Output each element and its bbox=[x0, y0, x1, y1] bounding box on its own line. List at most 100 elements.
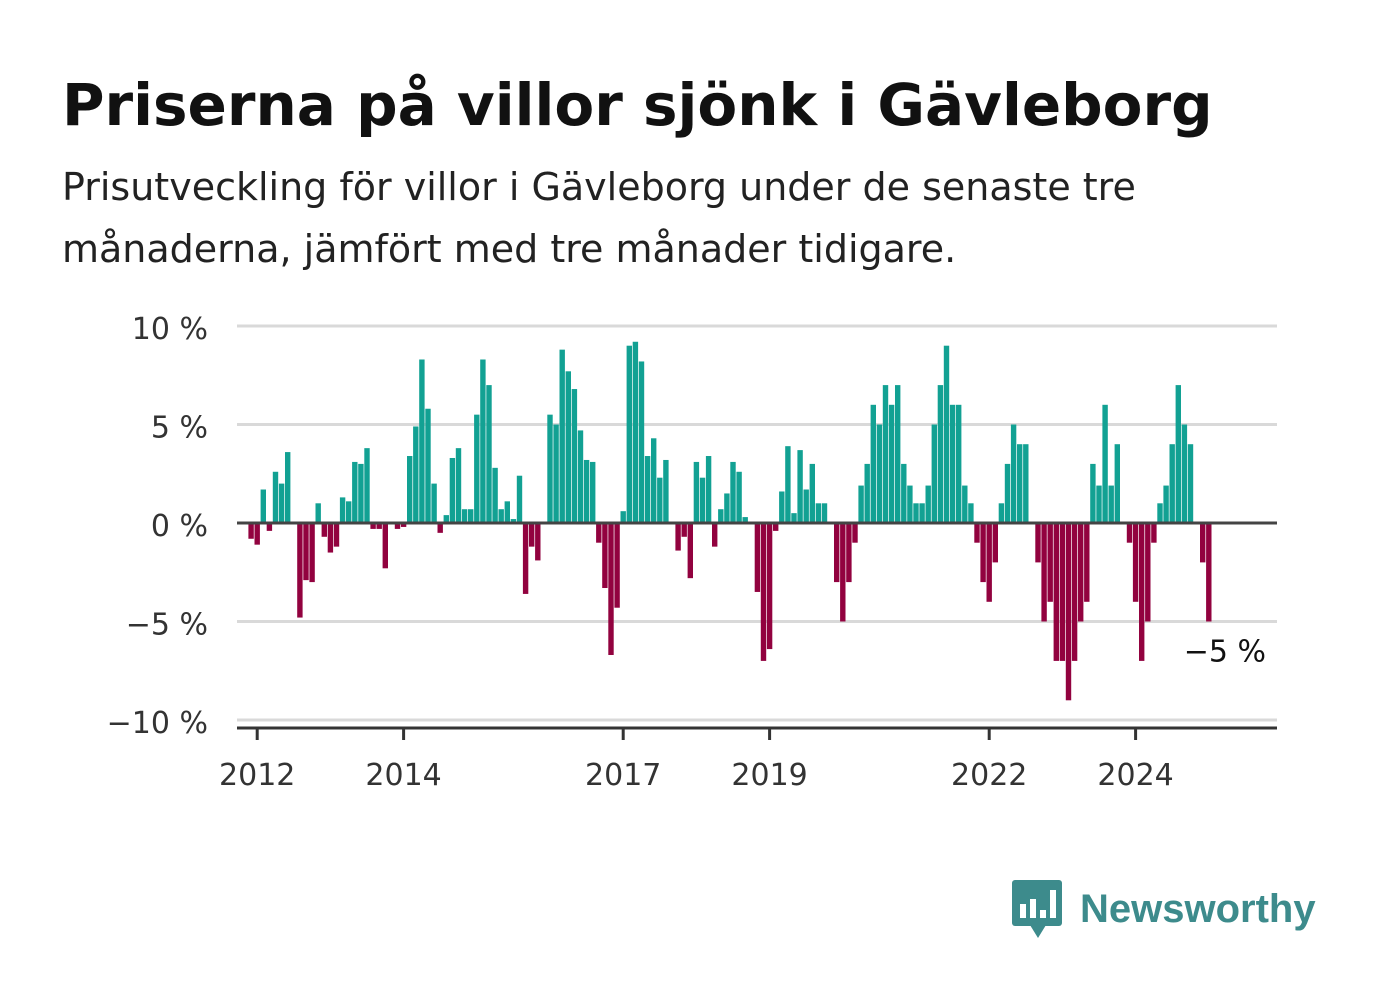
bar bbox=[571, 389, 578, 523]
bar bbox=[718, 509, 724, 523]
bar bbox=[474, 414, 480, 523]
bar bbox=[1096, 485, 1102, 523]
bar bbox=[504, 501, 510, 523]
x-tick-label: 2022 bbox=[951, 758, 1027, 793]
bar bbox=[693, 461, 700, 523]
bar bbox=[614, 523, 620, 608]
bar bbox=[1200, 523, 1206, 563]
bar bbox=[797, 450, 803, 523]
x-tick-label: 2019 bbox=[731, 758, 807, 793]
bar bbox=[315, 503, 321, 523]
bar bbox=[730, 461, 736, 523]
chart-title: Priserna på villor sjönk i Gävleborg bbox=[62, 71, 1213, 139]
bar bbox=[907, 485, 913, 523]
bar bbox=[583, 459, 590, 523]
x-tick-label: 2012 bbox=[219, 758, 295, 793]
bar bbox=[602, 523, 608, 589]
bar bbox=[278, 483, 285, 523]
brand-name: Newsworthy bbox=[1080, 887, 1316, 931]
bar bbox=[980, 523, 986, 583]
y-tick-label: −5 % bbox=[126, 608, 208, 643]
bar bbox=[644, 456, 651, 523]
bar bbox=[1053, 523, 1059, 661]
bar bbox=[1023, 444, 1029, 523]
bar bbox=[510, 519, 517, 523]
bar bbox=[1139, 523, 1145, 661]
bar bbox=[901, 463, 907, 523]
bar bbox=[559, 349, 565, 523]
last-value-label: −5 % bbox=[1184, 635, 1266, 670]
bar-chart-speech-bubble-icon bbox=[1012, 880, 1062, 938]
bar bbox=[321, 523, 327, 537]
bar bbox=[651, 438, 657, 523]
bar bbox=[1151, 523, 1157, 543]
bar bbox=[272, 471, 279, 523]
bar bbox=[1169, 444, 1175, 523]
bar bbox=[449, 457, 456, 523]
bar bbox=[803, 489, 809, 523]
bar bbox=[590, 461, 596, 523]
bar bbox=[413, 426, 419, 523]
bar bbox=[974, 523, 980, 543]
bar bbox=[1108, 485, 1114, 523]
bar bbox=[327, 523, 334, 553]
bar bbox=[998, 503, 1005, 523]
bar bbox=[516, 475, 523, 523]
bar bbox=[876, 424, 883, 523]
bar bbox=[931, 424, 937, 523]
bar bbox=[791, 513, 797, 523]
bar bbox=[852, 523, 858, 543]
bar bbox=[498, 509, 504, 523]
bar bbox=[285, 452, 291, 523]
y-tick-label: 10 % bbox=[132, 312, 208, 347]
bar bbox=[297, 523, 303, 618]
bar bbox=[779, 491, 785, 523]
bar bbox=[766, 523, 773, 650]
bar bbox=[254, 523, 260, 545]
bar bbox=[382, 523, 388, 569]
bar bbox=[394, 523, 401, 529]
bar bbox=[785, 446, 791, 523]
bar bbox=[535, 523, 541, 561]
bar bbox=[407, 456, 413, 523]
bar bbox=[712, 523, 718, 547]
bar bbox=[858, 485, 864, 523]
bar bbox=[303, 523, 309, 581]
bar bbox=[1145, 523, 1151, 622]
bar bbox=[443, 515, 449, 523]
bar bbox=[577, 430, 584, 523]
bar bbox=[949, 404, 956, 523]
bar bbox=[437, 523, 443, 533]
bar bbox=[657, 477, 663, 523]
bar bbox=[1035, 523, 1041, 563]
chart-subtitle: Prisutveckling för villor i Gävleborg un… bbox=[62, 165, 1136, 271]
bar bbox=[742, 517, 748, 523]
bar bbox=[358, 463, 364, 523]
bar bbox=[1206, 523, 1212, 622]
bar bbox=[687, 523, 693, 579]
bar bbox=[773, 523, 779, 531]
labels: 10 % 5 % 0 % −5 % −10 % 2012 2014 2017 2019 2022 2… bbox=[107, 312, 1266, 793]
bar bbox=[962, 485, 968, 523]
bar bbox=[346, 501, 352, 523]
bar bbox=[1059, 523, 1066, 661]
bar bbox=[736, 471, 742, 523]
bar bbox=[968, 503, 974, 523]
bar bbox=[1157, 503, 1163, 523]
bar bbox=[333, 523, 340, 547]
bar bbox=[937, 385, 944, 523]
bar bbox=[1047, 523, 1053, 602]
bar bbox=[608, 523, 614, 655]
bar bbox=[882, 385, 889, 523]
bar bbox=[260, 489, 266, 523]
bar bbox=[1163, 485, 1169, 523]
bar bbox=[699, 477, 706, 523]
bar bbox=[626, 345, 632, 523]
bar bbox=[754, 523, 761, 592]
bar bbox=[913, 503, 919, 523]
bar bbox=[370, 523, 376, 529]
bar bbox=[821, 503, 828, 523]
bar bbox=[468, 509, 474, 523]
bar bbox=[425, 408, 431, 523]
